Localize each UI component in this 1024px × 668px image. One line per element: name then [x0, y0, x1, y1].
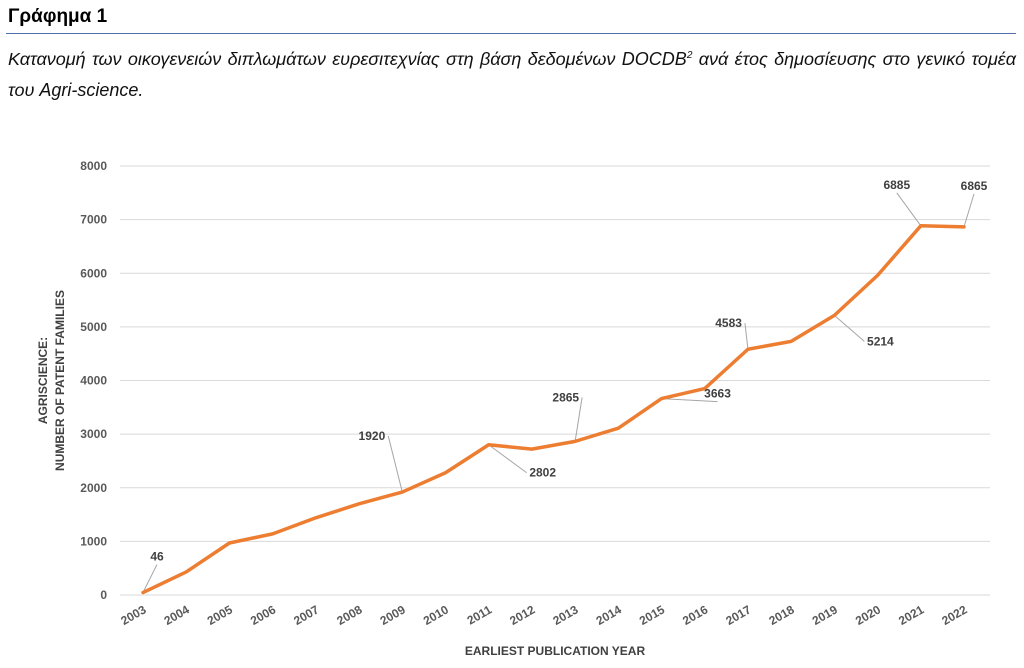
- data-label: 46: [150, 550, 164, 564]
- x-tick-label: 2021: [896, 602, 926, 628]
- x-tick-label: 2004: [162, 602, 192, 628]
- x-tick-label: 2005: [205, 602, 235, 628]
- x-tick-label: 2007: [291, 602, 321, 628]
- x-tick-label: 2019: [810, 602, 840, 628]
- data-label: 5214: [867, 334, 894, 348]
- leader-line: [388, 436, 402, 492]
- x-tick-label: 2006: [248, 602, 278, 628]
- y-tick-label: 8000: [80, 159, 107, 173]
- y-tick-label: 0: [100, 588, 107, 602]
- y-tick-label: 4000: [80, 374, 107, 388]
- x-tick-label: 2008: [334, 602, 364, 628]
- x-tick-label: 2011: [465, 602, 495, 627]
- data-label: 1920: [359, 429, 386, 443]
- data-label: 6885: [883, 178, 910, 192]
- y-tick-label: 5000: [80, 320, 107, 334]
- y-tick-label: 1000: [80, 534, 107, 548]
- x-tick-label: 2013: [550, 602, 580, 628]
- x-axis-ticks: 2003 2004 2005 2006 2007 2008 2009 2010 2011 2012…: [118, 602, 969, 628]
- x-tick-label: 2018: [767, 602, 797, 628]
- x-tick-label: 2017: [723, 602, 753, 628]
- data-label: 4583: [715, 316, 742, 330]
- y-tick-label: 2000: [80, 481, 107, 495]
- x-tick-label: 2020: [853, 602, 883, 628]
- data-label: 3663: [704, 387, 731, 401]
- grid-lines: [120, 166, 990, 595]
- leader-line: [834, 315, 864, 341]
- data-label: 2802: [529, 466, 556, 480]
- y-tick-label: 6000: [80, 266, 107, 280]
- y-tick-label: 7000: [80, 213, 107, 227]
- leader-line: [897, 193, 921, 226]
- x-axis-title: EARLIEST PUBLICATION YEAR: [465, 644, 646, 658]
- x-tick-label: 2014: [594, 602, 624, 628]
- y-axis-title-line1: AGRISCIENCE:: [36, 337, 50, 424]
- data-label: 2865: [552, 390, 579, 404]
- x-tick-label: 2009: [378, 602, 408, 628]
- x-tick-label: 2022: [939, 602, 969, 628]
- x-tick-label: 2012: [507, 602, 537, 628]
- y-tick-label: 3000: [80, 427, 107, 441]
- leader-line: [964, 194, 974, 227]
- x-tick-label: 2016: [680, 602, 710, 628]
- data-label: 6865: [961, 179, 988, 193]
- series-line: [143, 226, 964, 593]
- series-layer: [143, 226, 964, 593]
- data-labels: 46 1920 2802 2865 3663 4583 5214 6885 6865: [150, 178, 987, 564]
- y-axis-ticks: 0 1000 2000 3000 4000 5000 6000 7000 8000: [80, 159, 107, 602]
- x-tick-label: 2010: [421, 602, 451, 628]
- x-tick-label: 2003: [118, 602, 148, 628]
- y-axis-title-line2: NUMBER OF PATENT FAMILIES: [53, 290, 67, 471]
- x-tick-label: 2015: [637, 602, 667, 628]
